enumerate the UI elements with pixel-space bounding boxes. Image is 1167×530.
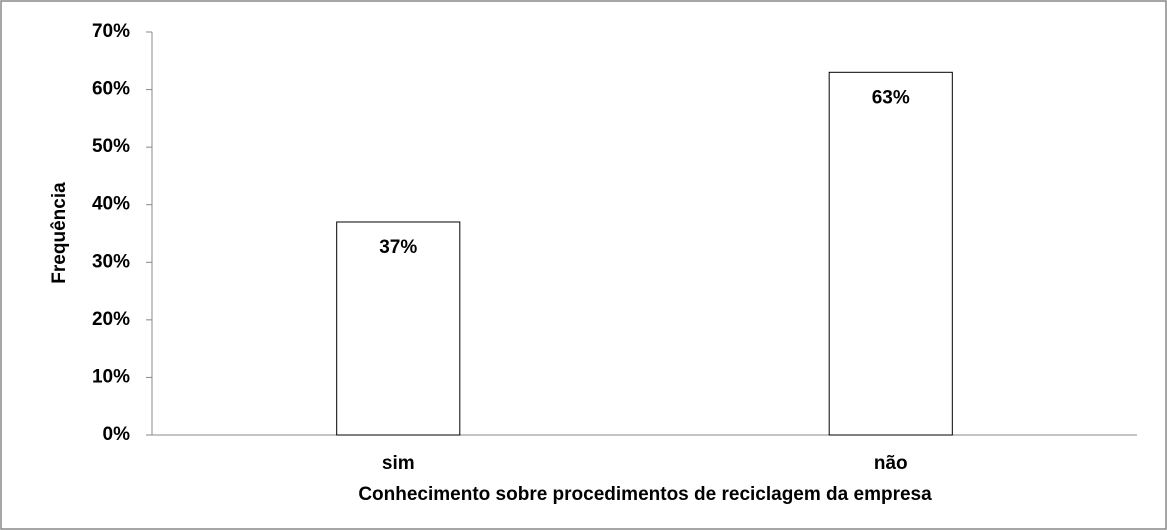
value-label: 37% — [379, 237, 417, 258]
bar — [336, 221, 461, 436]
y-tick-label: 0% — [103, 424, 131, 445]
y-tick-label: 50% — [92, 136, 130, 157]
y-tick-label: 70% — [92, 21, 130, 42]
x-axis-title: Conhecimento sobre procedimentos de reci… — [358, 484, 932, 505]
x-tick-label: não — [874, 453, 908, 474]
x-tick-label: sim — [382, 453, 415, 474]
bar — [828, 71, 953, 436]
y-tick-label: 60% — [92, 79, 130, 100]
value-label: 63% — [872, 87, 910, 108]
y-tick-label: 10% — [92, 366, 130, 387]
y-tick-label: 20% — [92, 309, 130, 330]
y-axis-title: Frequência — [49, 182, 70, 284]
y-tick-label: 40% — [92, 194, 130, 215]
y-tick-label: 30% — [92, 251, 130, 272]
